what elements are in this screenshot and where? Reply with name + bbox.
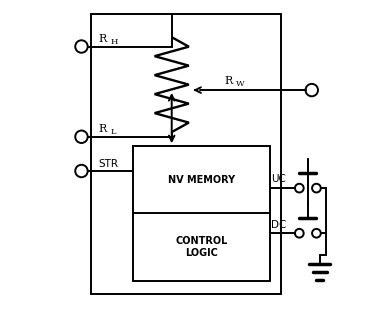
Text: H: H [110,38,118,46]
Text: R: R [99,34,107,44]
Bar [133,146,270,281]
Bar [91,14,281,294]
Text: R: R [224,76,233,86]
Text: DC: DC [271,219,287,230]
Text: W: W [236,80,245,88]
Text: STR: STR [99,159,118,169]
Text: L: L [110,128,116,136]
Text: CONTROL
LOGIC: CONTROL LOGIC [175,236,228,258]
Text: NV MEMORY: NV MEMORY [168,175,235,185]
Text: UC: UC [271,174,286,184]
Text: R: R [99,124,107,134]
